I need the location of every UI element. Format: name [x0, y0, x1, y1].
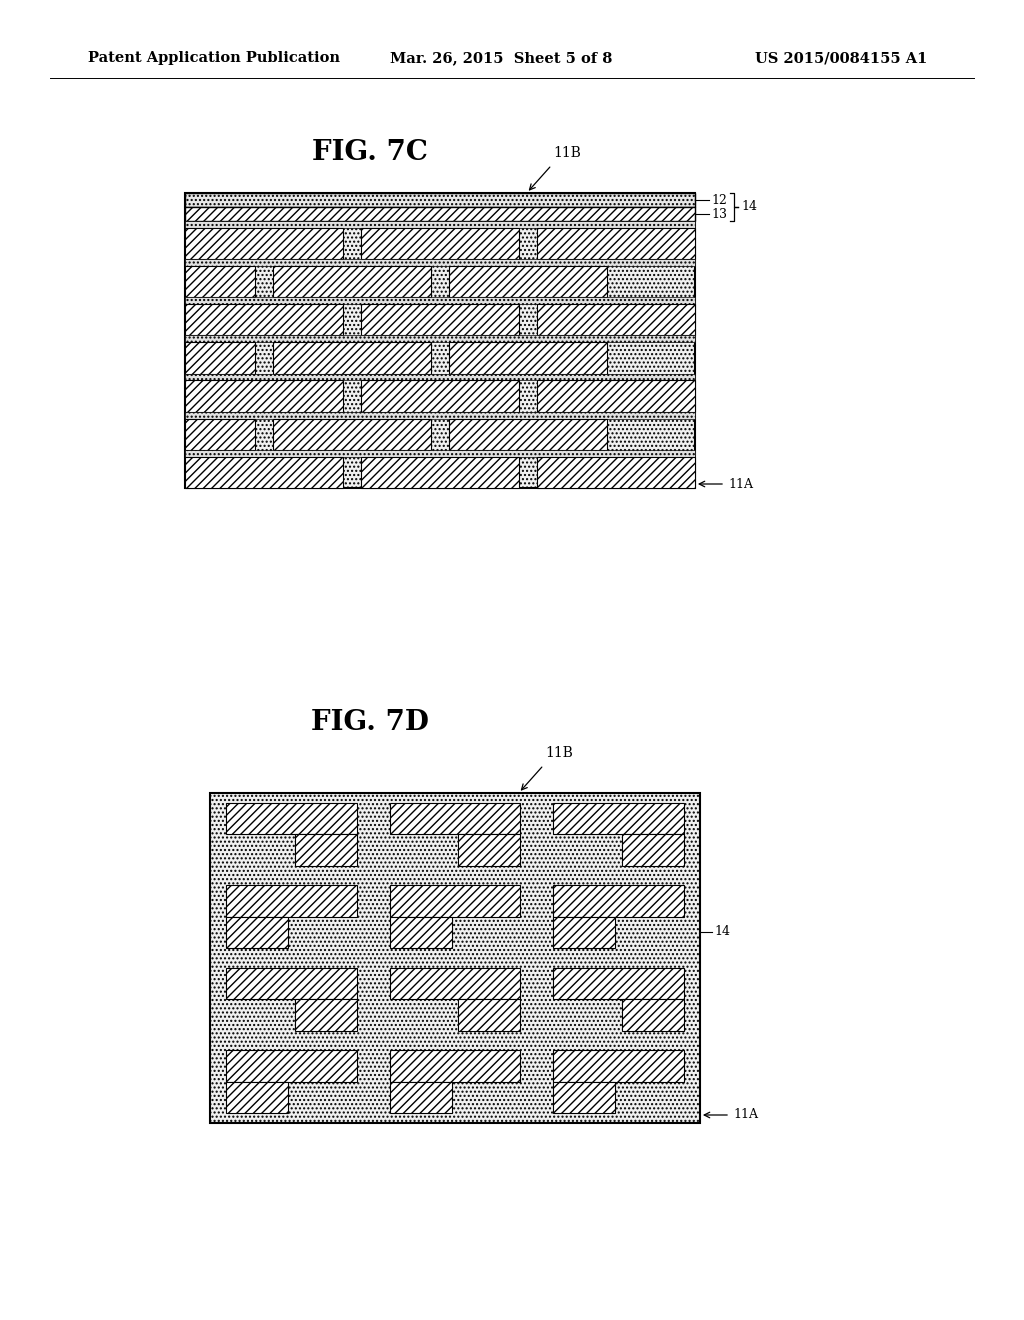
- Text: 11A: 11A: [728, 478, 753, 491]
- Bar: [185, 374, 695, 380]
- Bar: [185, 450, 695, 457]
- Bar: [226, 803, 357, 834]
- Bar: [390, 886, 520, 917]
- Bar: [185, 380, 343, 412]
- Bar: [537, 228, 695, 259]
- Bar: [226, 1082, 289, 1113]
- Bar: [553, 886, 684, 917]
- Bar: [185, 412, 695, 418]
- Text: 14: 14: [741, 201, 757, 214]
- Bar: [449, 342, 607, 374]
- Bar: [553, 917, 615, 948]
- Bar: [185, 457, 343, 488]
- Bar: [390, 1051, 520, 1082]
- Text: 11B: 11B: [554, 147, 582, 160]
- Bar: [390, 917, 452, 948]
- Bar: [459, 834, 520, 866]
- Bar: [295, 834, 357, 866]
- Bar: [185, 297, 695, 304]
- Bar: [537, 380, 695, 412]
- Bar: [226, 886, 357, 917]
- Bar: [622, 999, 684, 1031]
- Bar: [185, 304, 343, 335]
- Bar: [553, 968, 684, 999]
- Text: US 2015/0084155 A1: US 2015/0084155 A1: [755, 51, 928, 65]
- Bar: [273, 342, 431, 374]
- Bar: [360, 228, 519, 259]
- Bar: [226, 917, 289, 948]
- Bar: [360, 457, 519, 488]
- Bar: [226, 1051, 357, 1082]
- Bar: [390, 803, 520, 834]
- Bar: [185, 193, 695, 207]
- Bar: [210, 793, 700, 1123]
- Bar: [622, 834, 684, 866]
- Bar: [185, 193, 695, 488]
- Text: 12: 12: [711, 194, 727, 206]
- Bar: [185, 207, 695, 220]
- Bar: [185, 220, 695, 228]
- Bar: [273, 418, 431, 450]
- Bar: [390, 1082, 452, 1113]
- Text: FIG. 7D: FIG. 7D: [311, 710, 429, 737]
- Bar: [537, 304, 695, 335]
- Text: 13: 13: [711, 207, 727, 220]
- Bar: [226, 968, 357, 999]
- Bar: [553, 1082, 615, 1113]
- Text: FIG. 7C: FIG. 7C: [312, 139, 428, 165]
- Bar: [360, 304, 519, 335]
- Text: Mar. 26, 2015  Sheet 5 of 8: Mar. 26, 2015 Sheet 5 of 8: [390, 51, 612, 65]
- Bar: [185, 418, 255, 450]
- Bar: [185, 342, 255, 374]
- Bar: [185, 259, 695, 267]
- Bar: [449, 267, 607, 297]
- Bar: [185, 228, 343, 259]
- Bar: [185, 335, 695, 342]
- Text: 11A: 11A: [733, 1109, 758, 1122]
- Bar: [553, 1051, 684, 1082]
- Bar: [537, 457, 695, 488]
- Text: Patent Application Publication: Patent Application Publication: [88, 51, 340, 65]
- Bar: [185, 267, 255, 297]
- Bar: [459, 999, 520, 1031]
- Bar: [390, 968, 520, 999]
- Bar: [449, 418, 607, 450]
- Text: 11B: 11B: [546, 746, 573, 760]
- Bar: [360, 380, 519, 412]
- Text: 14: 14: [714, 925, 730, 939]
- Bar: [273, 267, 431, 297]
- Bar: [295, 999, 357, 1031]
- Bar: [553, 803, 684, 834]
